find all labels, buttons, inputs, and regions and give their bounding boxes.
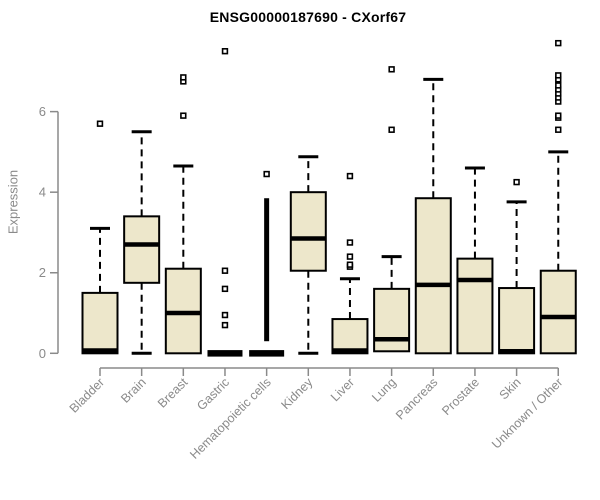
outlier-unknown-other-9 bbox=[555, 72, 562, 79]
dense-outlier-column-hematopoietic-cells bbox=[264, 198, 270, 342]
category-label-kidney: Kidney bbox=[278, 375, 315, 412]
category-label-prostate: Prostate bbox=[439, 375, 482, 418]
box-pancreas bbox=[414, 197, 452, 355]
category-label-breast: Breast bbox=[155, 375, 191, 411]
outlier-bladder-0 bbox=[96, 120, 104, 127]
box-prostate bbox=[456, 257, 494, 355]
category-label-liver: Liver bbox=[328, 375, 357, 404]
y-tick-label-4: 4 bbox=[39, 185, 46, 200]
y-tick-label-6: 6 bbox=[39, 104, 46, 119]
outlier-liver-2 bbox=[346, 253, 354, 260]
outlier-unknown-other-7 bbox=[555, 82, 562, 89]
box-kidney bbox=[289, 191, 327, 272]
category-label-unknown-other: Unknown / Other bbox=[489, 375, 565, 451]
outlier-unknown-other-0 bbox=[555, 126, 562, 133]
y-axis-label: Expression bbox=[5, 169, 21, 235]
outlier-gastric-2 bbox=[221, 285, 229, 293]
box-liver bbox=[331, 318, 369, 355]
category-label-gastric: Gastric bbox=[194, 375, 232, 413]
outlier-skin-0 bbox=[513, 178, 520, 186]
outlier-breast-2 bbox=[180, 74, 187, 81]
category-label-skin: Skin bbox=[497, 375, 524, 402]
outlier-liver-3 bbox=[346, 239, 354, 246]
category-label-pancreas: Pancreas bbox=[393, 375, 440, 422]
box-unknown-other bbox=[539, 269, 577, 355]
category-label-bladder: Bladder bbox=[67, 375, 107, 415]
outlier-breast-0 bbox=[180, 112, 187, 119]
outlier-gastric-3 bbox=[221, 267, 229, 274]
outlier-gastric-1 bbox=[221, 311, 229, 319]
box-skin bbox=[498, 287, 536, 355]
chart-title: ENSG00000187690 - CXorf67 bbox=[209, 9, 407, 25]
flat-box-hematopoietic-cells bbox=[249, 350, 285, 357]
outlier-gastric-0 bbox=[221, 321, 229, 329]
outlier-liver-4 bbox=[346, 172, 354, 180]
box-bladder bbox=[81, 291, 119, 355]
outlier-gastric-4 bbox=[221, 47, 229, 55]
outlier-hematopoietic-cells-0 bbox=[263, 170, 270, 178]
outlier-unknown-other-2 bbox=[555, 112, 562, 119]
category-label-brain: Brain bbox=[118, 375, 149, 406]
category-label-hematopoietic-cells: Hematopoietic cells bbox=[187, 375, 274, 462]
y-tick-label-2: 2 bbox=[39, 265, 46, 280]
box-brain bbox=[123, 215, 161, 284]
outlier-lung-0 bbox=[388, 126, 395, 133]
y-tick-label-0: 0 bbox=[39, 346, 46, 361]
outlier-liver-1 bbox=[346, 261, 354, 268]
flat-box-gastric bbox=[207, 350, 243, 357]
outlier-lung-1 bbox=[388, 66, 395, 73]
category-label-lung: Lung bbox=[369, 375, 399, 405]
outlier-unknown-other-10 bbox=[555, 39, 562, 47]
box-lung bbox=[373, 287, 411, 353]
